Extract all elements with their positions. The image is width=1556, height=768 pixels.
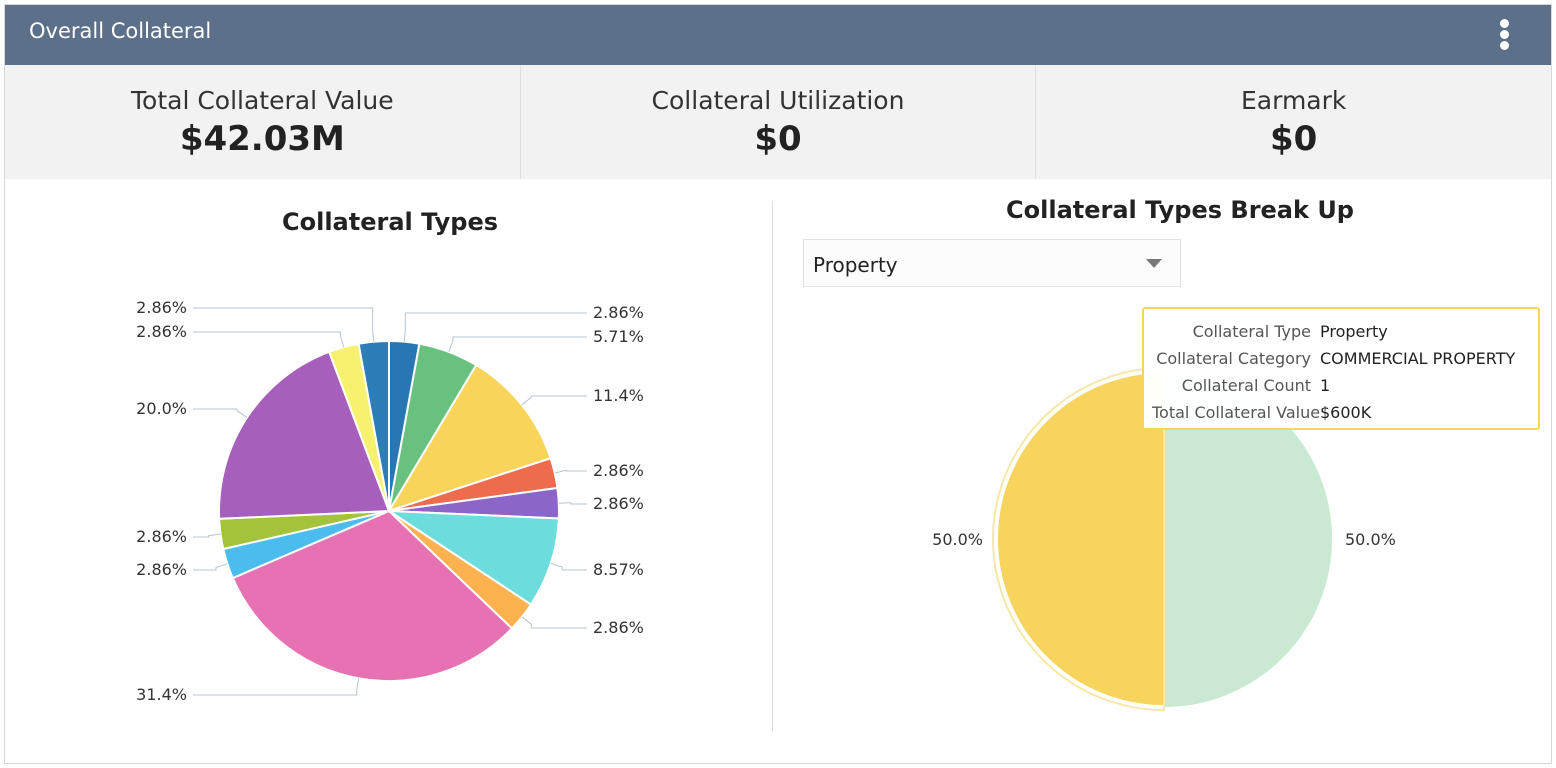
leader-line <box>521 395 587 406</box>
panel-header: Overall Collateral <box>5 5 1551 65</box>
slice-label: 2.86% <box>136 560 187 579</box>
tooltip-row: Collateral Category COMMERCIAL PROPERTY <box>1152 345 1530 372</box>
collateral-types-breakup-title: Collateral Types Break Up <box>1006 196 1354 224</box>
leader-line <box>193 408 248 418</box>
pie-slice <box>996 370 1165 708</box>
leader-line <box>521 616 587 629</box>
kpi-value: $42.03M <box>179 119 345 159</box>
kpi-label: Collateral Utilization <box>651 86 905 115</box>
slice-label: 2.86% <box>136 322 187 341</box>
chevron-down-icon <box>1146 259 1162 268</box>
kpi-earmark: Earmark $0 <box>1036 65 1551 179</box>
tooltip-value: Property <box>1320 322 1388 341</box>
pie-slice <box>385 509 560 606</box>
pie-slice <box>231 509 514 682</box>
tooltip-row: Collateral Type Property <box>1152 318 1530 345</box>
slice-label: 8.57% <box>593 560 644 579</box>
tooltip-key: Collateral Type <box>1192 322 1311 341</box>
leader-line <box>193 533 221 538</box>
slice-label: 2.86% <box>136 527 187 546</box>
kebab-menu-icon[interactable] <box>1499 19 1511 51</box>
leader-line <box>193 307 375 342</box>
kpi-collateral-utilization: Collateral Utilization $0 <box>521 65 1037 179</box>
tooltip-key: Total Collateral Value <box>1152 403 1321 422</box>
kpi-value: $0 <box>754 119 802 159</box>
leader-line <box>550 562 587 571</box>
tooltip-row: Total Collateral Value $600K <box>1152 399 1530 426</box>
slice-hover-ring <box>991 366 1165 712</box>
pie-slice <box>386 363 552 513</box>
collateral-types-title: Collateral Types <box>281 208 499 236</box>
leader-line <box>193 331 345 348</box>
slice-label: 5.71% <box>593 327 644 346</box>
tooltip-row: Collateral Count 1 <box>1152 372 1530 399</box>
tooltip-value: 1 <box>1320 376 1331 395</box>
tooltip-key: Collateral Category <box>1156 349 1311 368</box>
leader-line <box>448 336 587 353</box>
tooltip-key: Collateral Count <box>1181 376 1311 395</box>
slice-label: 2.86% <box>593 303 644 322</box>
tooltip-value: COMMERCIAL PROPERTY <box>1320 349 1516 368</box>
tooltip-value: $600K <box>1320 403 1372 422</box>
collateral-type-select[interactable]: Property <box>803 239 1181 287</box>
chart-divider <box>772 201 773 731</box>
slice-label: 50.0% <box>932 530 983 549</box>
leader-line <box>403 312 587 342</box>
leader-line <box>558 502 587 505</box>
leader-line <box>193 563 228 571</box>
kpi-label: Total Collateral Value <box>131 86 394 115</box>
select-value: Property <box>813 253 898 277</box>
chart-tooltip: Collateral Type Property Collateral Cate… <box>1142 307 1540 430</box>
slice-label: 2.86% <box>593 461 644 480</box>
leader-line <box>554 469 587 474</box>
kpi-total-collateral-value: Total Collateral Value $42.03M <box>5 65 521 179</box>
slice-label: 2.86% <box>593 494 644 513</box>
kpi-row: Total Collateral Value $42.03M Collatera… <box>5 65 1551 179</box>
slice-label: 2.86% <box>593 618 644 637</box>
kpi-label: Earmark <box>1240 86 1347 115</box>
pie-slice <box>357 339 390 512</box>
slice-label: 31.4% <box>136 685 187 704</box>
panel-title: Overall Collateral <box>29 19 212 43</box>
kpi-value: $0 <box>1270 119 1318 159</box>
slice-label: 11.4% <box>593 386 644 405</box>
slice-label: 2.86% <box>136 298 187 317</box>
slice-label: 50.0% <box>1345 530 1396 549</box>
slice-label: 20.0% <box>136 399 187 418</box>
leader-line <box>193 678 360 696</box>
